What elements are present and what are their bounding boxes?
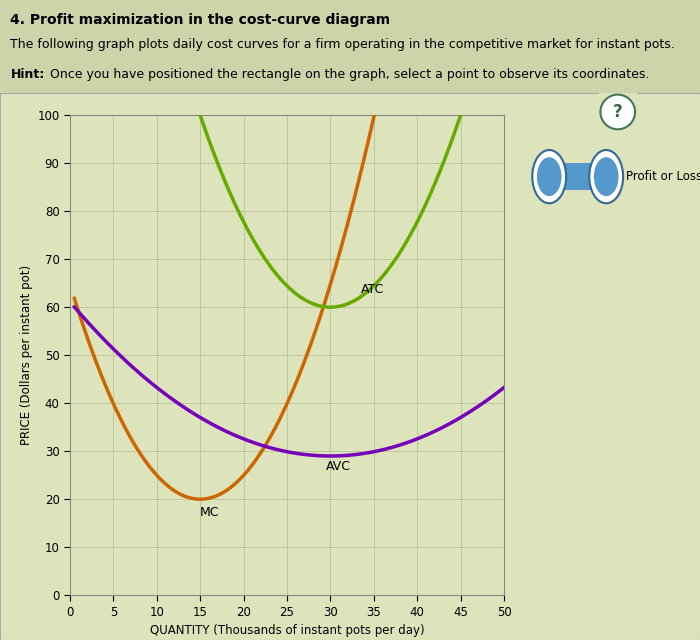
Text: Hint:: Hint: — [10, 68, 45, 81]
Text: ?: ? — [613, 103, 622, 121]
Circle shape — [601, 95, 635, 129]
Text: MC: MC — [200, 506, 220, 519]
Text: AVC: AVC — [326, 460, 351, 474]
Text: Once you have positioned the rectangle on the graph, select a point to observe i: Once you have positioned the rectangle o… — [46, 68, 649, 81]
Ellipse shape — [589, 150, 623, 204]
Ellipse shape — [537, 157, 561, 196]
Ellipse shape — [532, 150, 566, 204]
Text: The following graph plots daily cost curves for a firm operating in the competit: The following graph plots daily cost cur… — [10, 38, 676, 51]
X-axis label: QUANTITY (Thousands of instant pots per day): QUANTITY (Thousands of instant pots per … — [150, 624, 424, 637]
Text: Profit or Loss: Profit or Loss — [626, 170, 700, 183]
Ellipse shape — [594, 157, 619, 196]
Text: ATC: ATC — [360, 283, 384, 296]
Y-axis label: PRICE (Dollars per instant pot): PRICE (Dollars per instant pot) — [20, 265, 33, 445]
Text: 4. Profit maximization in the cost-curve diagram: 4. Profit maximization in the cost-curve… — [10, 13, 391, 27]
FancyBboxPatch shape — [550, 163, 606, 190]
